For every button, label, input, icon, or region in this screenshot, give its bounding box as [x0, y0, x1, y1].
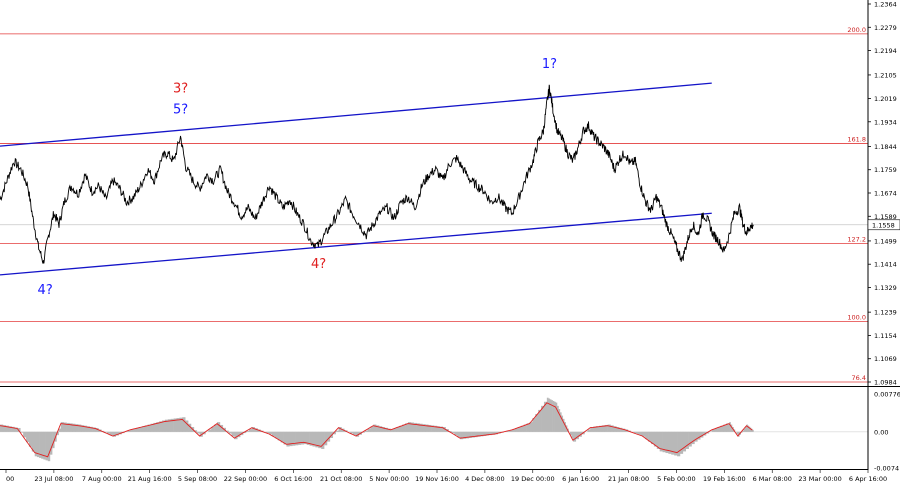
price-tick-label: 1.2364 [874, 1, 897, 9]
time-tick-label: 6 Oct 16:00 [274, 475, 312, 483]
price-tick-label: 1.2279 [874, 24, 897, 32]
time-tick-label: 5 Sep 08:00 [178, 475, 217, 483]
price-tick-label: 1.1844 [874, 143, 897, 151]
time-tick-label: 6 Jan 16:00 [562, 475, 599, 483]
price-tick-label: 1.2019 [874, 95, 897, 103]
fib-level-label: 76.4 [852, 374, 866, 382]
time-tick-label: 5 Nov 00:00 [369, 475, 409, 483]
time-tick-label: 19 Dec 00:00 [511, 475, 555, 483]
oscillator-tick-label: -0.0074 [874, 465, 899, 473]
time-tick-label: 7 Aug 00:00 [82, 475, 122, 483]
price-tick-label: 1.1934 [874, 118, 897, 126]
time-tick-label: 19 Nov 16:00 [415, 475, 459, 483]
price-tick-label: 1.1329 [874, 284, 897, 292]
time-tick-label: 22 Sep 00:00 [224, 475, 267, 483]
oscillator-tick-label: 0.00776 [874, 391, 900, 399]
price-tick-label: 1.1239 [874, 309, 897, 317]
wave-label: 3? [173, 82, 188, 97]
fib-level-label: 161.8 [847, 135, 866, 143]
oscillator-tick-label: 0.00 [874, 428, 888, 436]
time-tick-label: 6 Mar 08:00 [753, 475, 792, 483]
price-tick-label: 1.2105 [874, 71, 897, 79]
time-tick-label: 19 Feb 16:00 [703, 475, 746, 483]
current-price-label: 1.1558 [872, 221, 895, 229]
time-tick-label: 4 Dec 08:00 [465, 475, 505, 483]
wave-label: 4? [38, 283, 53, 298]
price-tick-label: 1.1499 [874, 237, 897, 245]
fib-level-label: 100.0 [847, 313, 866, 321]
price-tick-label: 1.1069 [874, 355, 897, 363]
price-tick-label: 1.2194 [874, 47, 897, 55]
price-tick-label: 1.1674 [874, 190, 897, 198]
time-tick-label: 6 Apr 16:00 [849, 475, 887, 483]
time-tick-label: 5 Feb 00:00 [657, 475, 696, 483]
oscillator-bar [752, 430, 753, 432]
fib-level-label: 127.2 [847, 235, 866, 243]
wave-label: 5? [173, 102, 188, 117]
price-tick-label: 1.0984 [874, 379, 897, 387]
time-tick-label: 00 [6, 475, 14, 483]
time-tick-label: 21 Oct 08:00 [320, 475, 362, 483]
time-tick-label: 23 Jul 08:00 [34, 475, 73, 483]
fib-level-label: 200.0 [847, 26, 866, 34]
time-tick-label: 21 Aug 16:00 [128, 475, 172, 483]
time-tick-label: 23 Mar 00:00 [798, 475, 841, 483]
price-tick-label: 1.1154 [874, 332, 897, 340]
wave-label: 4? [311, 257, 326, 272]
price-tick-label: 1.1759 [874, 166, 897, 174]
price-tick-label: 1.1414 [874, 261, 897, 269]
wave-label: 1? [542, 57, 557, 72]
time-tick-label: 21 Jan 08:00 [608, 475, 649, 483]
